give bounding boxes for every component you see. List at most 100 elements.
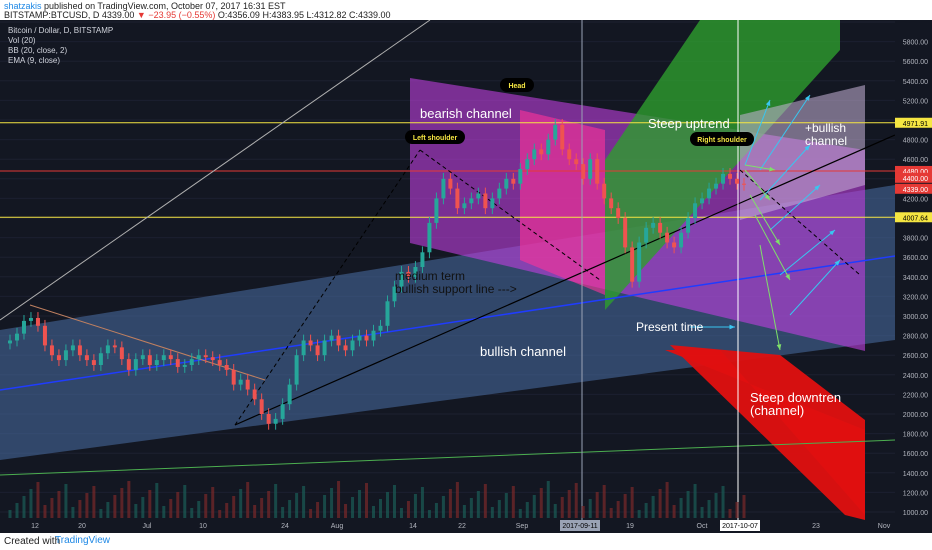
volume-bar	[43, 505, 47, 518]
volume-bar	[92, 486, 96, 518]
cyan-arrow-head	[814, 185, 820, 191]
candle-body	[385, 301, 390, 326]
x-tick-label: 10	[199, 523, 207, 530]
candle-body	[651, 222, 656, 228]
candle-body	[539, 149, 544, 155]
volume-bar	[469, 498, 473, 518]
candle-body	[140, 355, 145, 360]
candle-body	[77, 345, 82, 356]
candle-body	[98, 353, 103, 365]
volume-bar	[323, 495, 327, 518]
volume-bar	[602, 485, 606, 518]
candle-body	[735, 178, 740, 184]
annotation-steep-downtrend-1: Steep downtren	[750, 390, 841, 405]
bb-indicator[interactable]: BB (20, close, 2)	[8, 46, 68, 55]
callout-right-shoulder: Right shoulder	[697, 137, 747, 144]
indicator-legend: Bitcoin / Dollar, D, BITSTAMP Vol (20) B…	[8, 26, 113, 66]
volume-bar	[574, 483, 578, 518]
chart-title: Bitcoin / Dollar, D, BITSTAMP	[8, 26, 114, 35]
tradingview-logo[interactable]: TradingView	[55, 535, 111, 546]
volume-bar	[337, 481, 341, 518]
volume-bar	[693, 484, 697, 518]
candle-body	[42, 325, 47, 346]
candle-body	[553, 124, 558, 140]
callout-left-shoulder: Left shoulder	[413, 135, 458, 142]
green-arrow	[754, 214, 791, 281]
candle-body	[210, 357, 215, 361]
y-tick-label: 1400.00	[903, 471, 928, 478]
candle-body	[427, 222, 432, 253]
volume-bar	[560, 497, 564, 518]
x-tick-label: 2017-09-11	[562, 523, 597, 530]
volume-bar	[609, 508, 613, 518]
volume-bar	[413, 494, 417, 518]
volume-bar	[29, 489, 33, 518]
candle-body	[504, 178, 509, 189]
ema-indicator[interactable]: EMA (9, close)	[8, 56, 61, 65]
chart-area[interactable]: bearish channel Steep uptrend +bullish chan…	[0, 20, 932, 533]
candle-body	[147, 355, 152, 365]
candle-body	[434, 198, 439, 223]
candle-body	[126, 359, 131, 370]
price-label: 4971.91	[903, 121, 928, 128]
vol-indicator[interactable]: Vol (20)	[8, 36, 36, 45]
volume-bar	[204, 494, 208, 518]
candle-body	[343, 345, 348, 351]
volume-bar	[15, 503, 19, 518]
volume-bar	[365, 483, 369, 518]
volume-bar	[532, 495, 536, 518]
volume-bar	[295, 493, 299, 518]
cyan-arrow	[779, 229, 836, 276]
candle-body	[168, 355, 173, 360]
y-tick-label: 1000.00	[903, 510, 928, 517]
volume-bar	[700, 507, 704, 518]
volume-bar	[553, 504, 557, 518]
volume-bar	[399, 508, 403, 518]
candle-body	[294, 355, 299, 385]
volume-bar	[504, 493, 508, 518]
cyan-arrow	[744, 99, 771, 166]
volume-bar	[630, 487, 634, 518]
candle-body	[35, 317, 40, 326]
green-arrow-head	[769, 166, 775, 172]
volume-bar	[714, 493, 718, 518]
candle-body	[189, 359, 194, 365]
last-price: 4339.00	[101, 10, 135, 20]
y-tick-label: 2600.00	[903, 353, 928, 360]
y-tick-label: 4600.00	[903, 157, 928, 164]
volume-bar	[707, 500, 711, 518]
candle-body	[609, 198, 614, 209]
candle-body	[196, 355, 201, 360]
plus-bullish-channel	[740, 85, 865, 220]
volume-bar	[385, 492, 389, 518]
chart-header: shatzakis published on TradingView.com, …	[0, 0, 932, 20]
candle-body	[448, 178, 453, 189]
candle-body	[707, 188, 712, 199]
author-link[interactable]: shatzakis	[4, 1, 42, 11]
volume-bar	[36, 482, 40, 518]
volume-bar	[85, 493, 89, 518]
volume-bar	[169, 499, 173, 518]
candle-body	[693, 203, 698, 218]
volume-bar	[99, 509, 103, 518]
candle-body	[252, 389, 257, 400]
candle-body	[469, 198, 474, 204]
callout-head-bg	[500, 78, 534, 92]
candle-body	[280, 404, 285, 419]
y-tick-label: 2800.00	[903, 334, 928, 341]
chart-svg[interactable]: bearish channel Steep uptrend +bullishchan…	[0, 20, 932, 533]
volume-bar	[302, 486, 306, 518]
candle-body	[336, 335, 341, 346]
candle-body	[742, 183, 746, 185]
x-tick-label: 22	[458, 523, 466, 530]
y-tick-label: 1800.00	[903, 432, 928, 439]
volume-bar	[267, 491, 271, 518]
volume-bar	[658, 489, 662, 518]
volume-bar	[141, 497, 145, 518]
price-label: 4480.00	[903, 169, 928, 176]
candle-body	[497, 188, 502, 199]
candle-body	[287, 384, 292, 405]
green-arrow	[759, 244, 781, 351]
volume-bar	[197, 501, 201, 518]
annotation-bearish-channel: bearish channel	[420, 106, 512, 121]
